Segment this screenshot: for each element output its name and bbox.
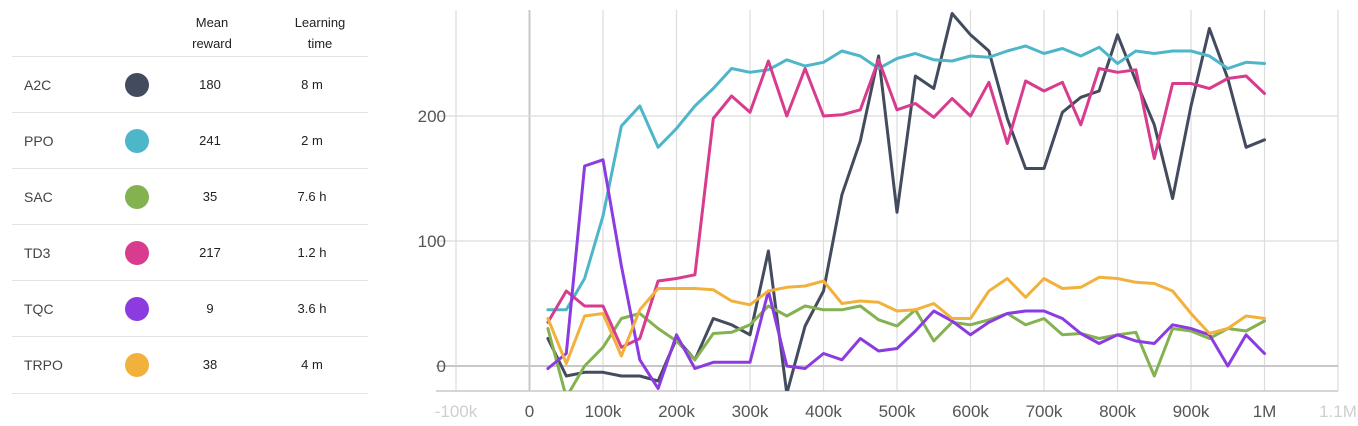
y-tick-label: 0 [437,357,446,376]
x-tick-label: 900k [1173,402,1210,421]
series-line-a2c [546,12,1266,391]
learning-time-value: 3.6 h [297,301,327,316]
algo-name: TD3 [24,245,51,261]
mean-reward-value: 217 [199,245,221,260]
series-color-dot [125,353,149,377]
header-learning-time: Learning time [294,15,346,51]
series-color-dot [125,297,149,321]
mean-reward-value: 241 [199,133,221,148]
mean-reward-value: 35 [202,189,218,204]
legend-row-sac: SAC 35 7.6 h [12,168,368,225]
series-line-td3 [546,58,1266,349]
reward-line-chart: -100k 0 100k 200k 300k 400k 500k 600k 700k 800k 90… [418,10,1357,421]
x-tick-label: 1M [1253,402,1277,421]
series-line-sac [546,304,1266,391]
legend-row-tqc: TQC 9 3.6 h [12,280,368,337]
series-color-dot [125,129,149,153]
algo-name: TQC [24,301,54,317]
x-tick-label: 200k [658,402,695,421]
x-tick-label: 800k [1099,402,1136,421]
algo-name: TRPO [24,357,63,373]
series-line-tqc [546,158,1266,390]
series-color-dot [125,185,149,209]
x-tick-label: -100k [435,402,478,421]
x-tick-label: 1.1M [1319,402,1357,421]
legend-row-a2c: A2C 180 8 m [12,56,368,113]
legend-row-trpo: TRPO 38 4 m [12,336,368,394]
x-tick-label: 700k [1026,402,1063,421]
x-tick-label: 400k [805,402,842,421]
algo-name: SAC [24,189,53,205]
series-color-dot [125,73,149,97]
mean-reward-value: 180 [199,77,221,92]
x-tick-label: 0 [525,402,534,421]
learning-time-value: 8 m [301,77,323,92]
learning-time-value: 7.6 h [297,189,327,204]
mean-reward-value: 38 [202,357,218,372]
mean-reward-value: 9 [206,301,214,316]
learning-time-value: 4 m [301,357,323,372]
algo-name: PPO [24,133,54,149]
x-tick-label: 500k [879,402,916,421]
series-line-ppo [546,44,1266,312]
x-tick-label: 600k [952,402,989,421]
y-tick-label: 100 [418,232,446,251]
learning-time-value: 1.2 h [297,245,327,260]
series-line-trpo [546,275,1266,365]
series-color-dot [125,241,149,265]
x-tick-label: 100k [585,402,622,421]
legend-row-ppo: PPO 241 2 m [12,112,368,169]
legend-row-td3: TD3 217 1.2 h [12,224,368,281]
x-tick-label: 300k [732,402,769,421]
algo-name: A2C [24,77,52,93]
learning-time-value: 2 m [301,133,323,148]
header-mean-reward: Mean reward [192,15,232,51]
y-tick-label: 200 [418,107,446,126]
